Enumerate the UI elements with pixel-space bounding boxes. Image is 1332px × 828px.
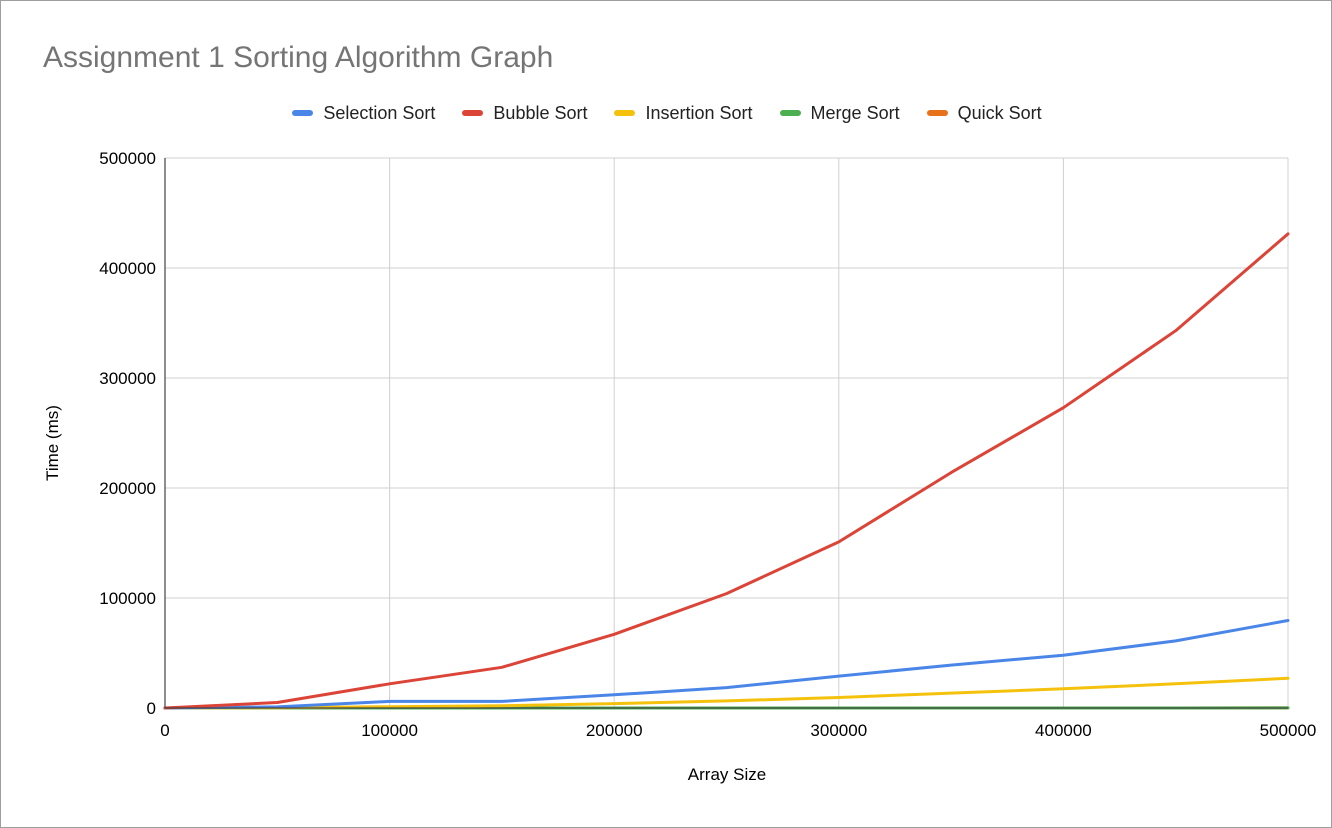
legend-label: Merge Sort xyxy=(810,102,900,123)
series-line-insertion-sort xyxy=(163,676,1290,710)
x-tick-label: 200000 xyxy=(586,721,643,740)
legend-item-insertion-sort[interactable]: Insertion Sort xyxy=(614,102,753,124)
x-tick-label: 300000 xyxy=(810,721,867,740)
legend-swatch xyxy=(779,110,801,116)
y-tick-label: 300000 xyxy=(99,369,156,388)
x-tick-label: 0 xyxy=(160,721,169,740)
y-tick-label: 100000 xyxy=(99,589,156,608)
legend-swatch xyxy=(926,110,948,116)
series-lines xyxy=(163,232,1290,710)
x-axis-title: Array Size xyxy=(688,765,766,784)
legend-swatch xyxy=(462,110,484,116)
series-line-bubble-sort xyxy=(163,232,1290,710)
legend: Selection Sort Bubble Sort Insertion Sort M… xyxy=(1,100,1332,126)
legend-label: Bubble Sort xyxy=(493,102,588,123)
y-tick-label: 200000 xyxy=(99,479,156,498)
chart-title: Assignment 1 Sorting Algorithm Graph xyxy=(43,41,554,74)
legend-swatch xyxy=(614,110,636,116)
legend-item-bubble-sort[interactable]: Bubble Sort xyxy=(462,103,587,124)
x-tick-label: 400000 xyxy=(1035,721,1092,740)
legend-label: Insertion Sort xyxy=(645,102,753,123)
series-line-selection-sort xyxy=(163,619,1290,710)
legend-item-merge-sort[interactable]: Merge Sort xyxy=(779,102,900,124)
legend-item-quick-sort[interactable]: Quick Sort xyxy=(926,102,1042,124)
y-tick-label: 400000 xyxy=(99,259,156,278)
x-tick-label: 500000 xyxy=(1260,721,1317,740)
x-tick-label: 100000 xyxy=(361,721,418,740)
y-tick-label: 0 xyxy=(147,699,156,718)
axes: 0 100000 200000 300000 400000 500000 0 100000 20… xyxy=(99,149,1316,740)
gridlines xyxy=(165,157,1289,708)
y-tick-label: 500000 xyxy=(99,149,156,168)
y-axis-title: Time (ms) xyxy=(43,405,62,481)
legend-label: Selection Sort xyxy=(323,102,436,123)
legend-swatch xyxy=(292,110,314,116)
legend-label: Quick Sort xyxy=(957,102,1042,123)
legend-item-selection-sort[interactable]: Selection Sort xyxy=(292,103,435,124)
